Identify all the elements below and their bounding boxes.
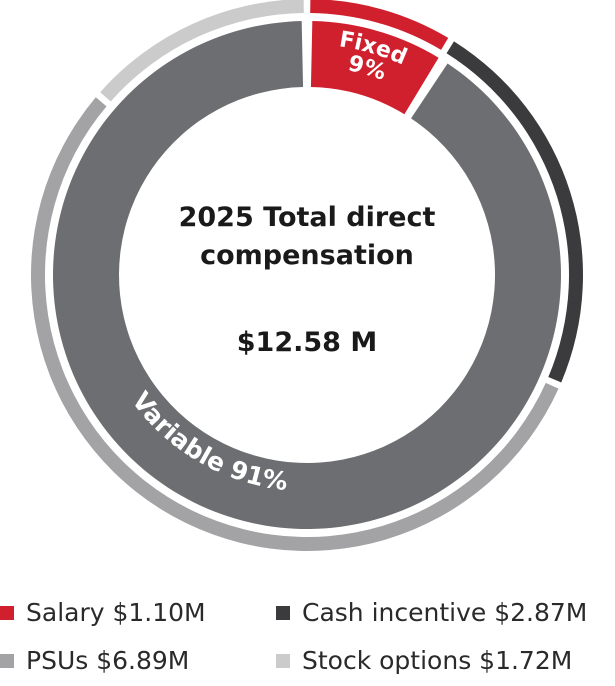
outer-arc-stock-options bbox=[100, 0, 304, 102]
total-value: $12.58 M bbox=[237, 327, 377, 358]
legend-label-salary: Salary $1.10M bbox=[26, 598, 206, 627]
legend-item-stock-options: Stock options $1.72M bbox=[276, 646, 572, 675]
inner-arc-variable bbox=[52, 21, 561, 530]
center-title-line2: compensation bbox=[200, 240, 414, 271]
legend-item-salary: Salary $1.10M bbox=[0, 598, 206, 627]
legend-item-psus: PSUs $6.89M bbox=[0, 646, 189, 675]
legend-label-psus: PSUs $6.89M bbox=[26, 646, 190, 675]
inner-ring bbox=[52, 21, 561, 530]
inner-arc-fixed bbox=[310, 21, 439, 115]
legend-label-cash-incentive: Cash incentive $2.87M bbox=[302, 598, 588, 627]
legend-swatch-psus bbox=[0, 653, 14, 668]
outer-arc-cash-incentive bbox=[446, 41, 583, 383]
center-title-line1: 2025 Total direct bbox=[179, 202, 436, 233]
legend-item-cash-incentive: Cash incentive $2.87M bbox=[276, 598, 587, 627]
legend-label-stock-options: Stock options $1.72M bbox=[302, 646, 573, 675]
outer-ring bbox=[31, 0, 583, 551]
legend-swatch-cash-incentive bbox=[276, 605, 290, 620]
donut-chart: Fixed 9% Variable 91% 2025 Total direct … bbox=[31, 0, 583, 551]
legend-swatch-stock-options bbox=[276, 653, 290, 668]
outer-arc-salary bbox=[310, 0, 449, 50]
legend: Salary $1.10M Cash incentive $2.87M PSUs… bbox=[0, 590, 615, 686]
legend-swatch-salary bbox=[0, 605, 14, 620]
